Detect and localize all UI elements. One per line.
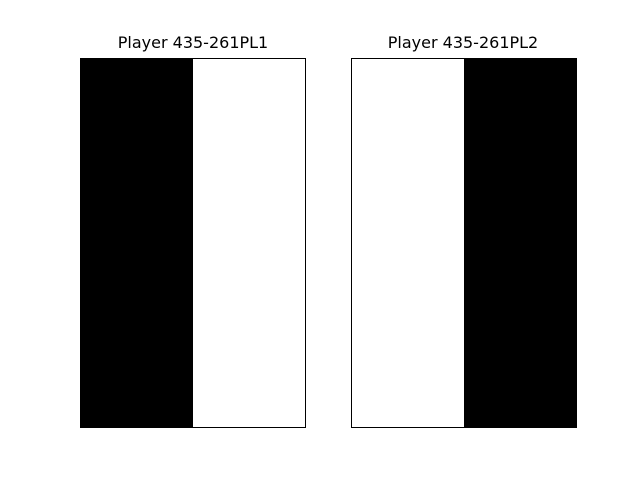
heatmap-panel-player-2 [351, 58, 577, 428]
heatmap-frame [351, 58, 577, 428]
heatmap-cell-r0-c0 [351, 58, 464, 428]
heatmap-cell-r0-c0 [80, 58, 193, 428]
chart-title-player-2: Player 435-261PL2 [387, 33, 539, 52]
heatmap-panel-player-1 [80, 58, 306, 428]
chart-title-player-1: Player 435-261PL1 [117, 33, 269, 52]
heatmap-cell-r0-c1 [464, 58, 577, 428]
heatmap-frame [80, 58, 306, 428]
heatmap-cell-r0-c1 [193, 58, 306, 428]
